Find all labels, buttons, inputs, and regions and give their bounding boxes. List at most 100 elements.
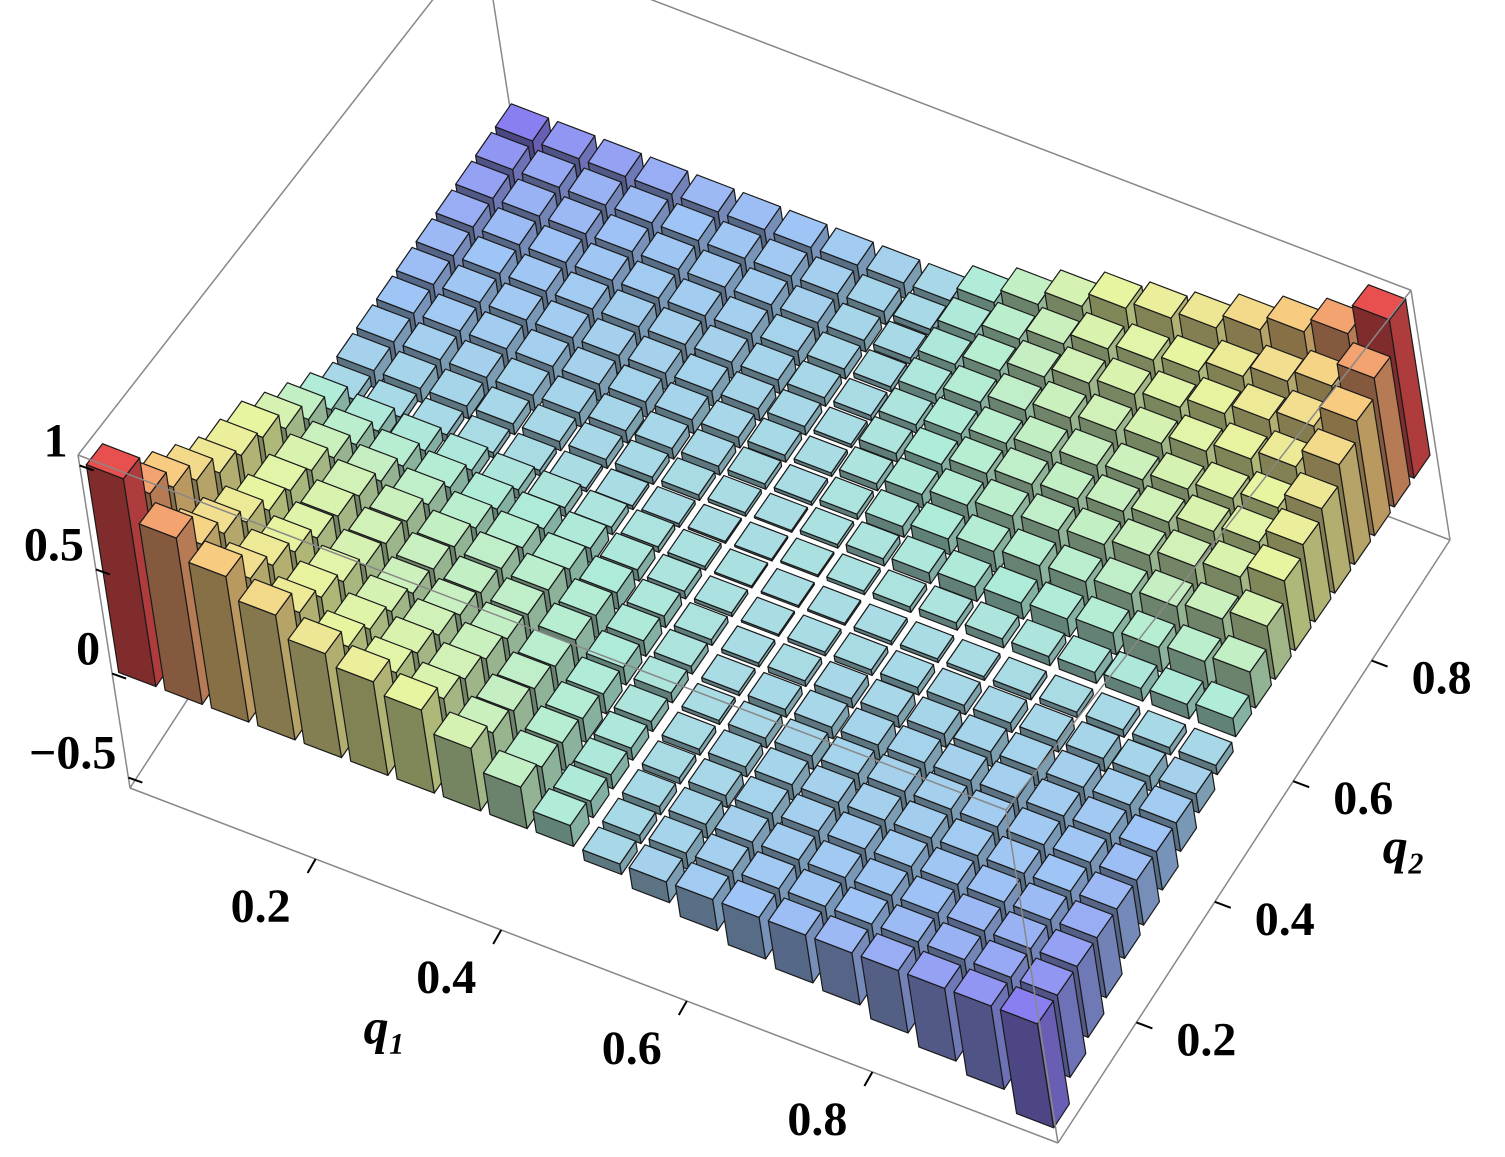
bar-top [1047, 544, 1103, 583]
bar-top [787, 868, 842, 908]
bar-top [813, 660, 868, 700]
bar-top [906, 950, 962, 990]
bar-top [237, 578, 293, 616]
bar-top [913, 771, 968, 810]
box-edge [77, 454, 1007, 811]
bar-top [872, 320, 927, 359]
bar-top [840, 707, 895, 746]
bar-top [585, 629, 640, 669]
bar [641, 740, 697, 785]
bar-top [860, 678, 915, 718]
bar-top [754, 746, 809, 786]
bar [667, 528, 722, 571]
bar-top [693, 575, 748, 614]
bar [747, 671, 803, 718]
x-tick [306, 858, 317, 874]
bar-top [578, 555, 634, 594]
bar-top [494, 103, 550, 142]
bar-top [395, 531, 451, 570]
bar-top [900, 875, 955, 914]
bar-top [707, 729, 763, 768]
bar-top [952, 714, 1008, 753]
bar-top [621, 768, 677, 808]
y-tick-label: 0.2 [1176, 1013, 1236, 1066]
bar-top [886, 724, 941, 764]
bar [733, 521, 789, 562]
bar-top [897, 357, 953, 396]
bar-top [973, 939, 1028, 979]
bar [813, 406, 869, 449]
bar-top [1195, 680, 1250, 720]
bar-top [369, 484, 424, 523]
bar-top [495, 357, 550, 396]
bar-top [766, 388, 822, 428]
bar [972, 685, 1029, 734]
bar-top [1006, 806, 1061, 846]
bar-top [587, 393, 643, 432]
bar-top [918, 585, 973, 624]
bar-top [760, 313, 815, 352]
bar [1065, 720, 1122, 773]
bar-top [375, 275, 430, 314]
bar [1057, 634, 1114, 685]
bar [661, 711, 717, 756]
bar [1195, 680, 1253, 738]
bar-top [919, 846, 975, 886]
bar-top [807, 839, 862, 879]
bar-top [1111, 738, 1167, 778]
bar-top [653, 628, 708, 668]
bar-top [481, 207, 536, 246]
bar [681, 682, 737, 726]
x-tick [863, 1071, 874, 1087]
bar-top [601, 797, 657, 837]
bar-top [1131, 709, 1186, 749]
bar [613, 683, 670, 733]
bar-top [701, 653, 756, 693]
bar [587, 393, 645, 444]
bar [680, 428, 737, 476]
bar-top [1184, 581, 1239, 620]
bar-top [806, 331, 861, 370]
box-edge [1005, 289, 1412, 811]
y-tick [1136, 1021, 1153, 1030]
bar-top [1085, 474, 1140, 512]
bar-top [966, 864, 1021, 903]
bar-top [1078, 871, 1134, 910]
labels: −0.5 0 0.5 1 0.2 0.4 0.6 0.8 0.2 0.4 0.6 0.8 q₁ q₂ [24, 414, 1472, 1146]
bar-top [429, 368, 484, 407]
bar [872, 569, 928, 614]
bar-top [936, 296, 992, 335]
bar-top [707, 474, 762, 514]
bar-top [994, 447, 1049, 486]
bar [1010, 618, 1067, 667]
z-tick-label: 1 [44, 414, 68, 467]
bar-top [1115, 323, 1170, 361]
bar-top [1212, 634, 1267, 673]
box-edge [129, 787, 1059, 1144]
bar-top [668, 786, 723, 826]
bar-top [138, 502, 193, 539]
bar-top [1092, 767, 1147, 806]
bar [433, 711, 498, 812]
bar [713, 548, 769, 589]
x-tick-label: 0.6 [602, 1022, 662, 1075]
bar-top [521, 149, 576, 188]
bar [1178, 727, 1234, 776]
bar-top [1019, 703, 1074, 742]
bar-top [1085, 692, 1140, 731]
bar-top [937, 549, 992, 588]
bar [964, 601, 1021, 649]
bar-top [833, 886, 889, 925]
bar-top [443, 555, 498, 594]
bar-top [992, 656, 1047, 696]
bar-top [433, 711, 488, 750]
bar-top [335, 644, 390, 683]
bar [693, 575, 749, 618]
bar-top [1013, 415, 1068, 454]
bar-top [515, 328, 570, 368]
bar [937, 549, 994, 603]
bar-top [687, 503, 742, 543]
bar-top [906, 696, 961, 735]
bar-top [753, 238, 808, 277]
